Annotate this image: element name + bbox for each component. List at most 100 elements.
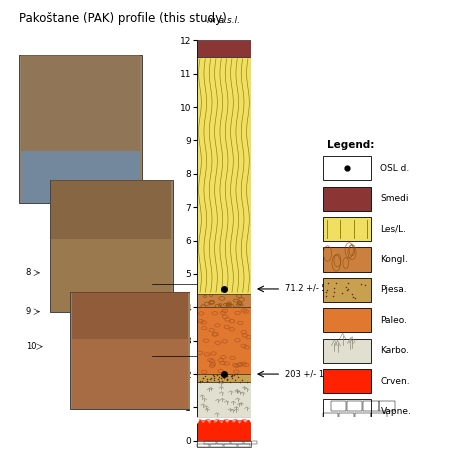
Point [223,376,231,384]
Point [216,373,223,381]
Point [230,371,237,379]
Text: Les/L.: Les/L. [381,225,406,234]
Bar [237,444,250,447]
Bar [19,55,142,203]
Bar [355,413,371,424]
Point [210,376,218,384]
Point [197,378,204,385]
Point [324,279,331,287]
Bar [197,294,251,307]
Bar [363,401,379,411]
Point [330,288,338,296]
Text: Kongl.: Kongl. [381,255,408,264]
Bar [21,55,140,151]
Point [219,373,226,381]
Point [223,375,231,383]
Text: m a.s.l.: m a.s.l. [208,16,240,25]
Text: Paleo.: Paleo. [381,316,408,325]
Point [343,286,351,293]
Point [196,378,204,386]
Bar [197,57,251,294]
Point [228,373,236,380]
Bar [379,401,395,411]
Point [217,371,225,379]
Point [218,374,225,382]
Bar [323,187,371,211]
Point [322,292,330,300]
Bar [347,401,363,411]
Point [348,291,356,298]
Text: 8: 8 [26,268,31,277]
Point [349,293,356,301]
Bar [21,151,140,203]
Bar [197,441,251,447]
Bar [50,180,173,312]
Text: Karbo.: Karbo. [381,346,410,355]
Bar [323,308,371,332]
Bar [72,339,188,409]
Point [227,378,234,386]
Point [228,371,236,379]
Bar [323,278,371,302]
Bar [197,383,251,418]
Bar [323,338,371,363]
Point [203,378,211,385]
Point [351,294,359,302]
Point [236,378,244,385]
Point [330,284,338,292]
Point [220,374,228,381]
Point [227,372,235,380]
Point [333,279,340,287]
Bar [217,441,230,444]
Point [342,283,349,291]
Point [322,289,330,296]
Point [203,377,210,385]
Text: Crven.: Crven. [381,376,410,385]
Bar [224,444,237,447]
Point [216,377,223,384]
Point [214,376,222,383]
Bar [51,180,171,239]
Text: OSL d.: OSL d. [381,164,410,173]
Point [361,282,369,289]
Bar [72,292,188,339]
Bar [197,444,209,447]
Bar [197,374,251,383]
Text: Legend:: Legend: [328,140,375,150]
Bar [197,40,251,57]
Point [357,280,365,288]
Point [209,372,217,379]
Point [223,373,230,380]
Point [234,371,241,378]
Point [223,375,231,383]
Bar [331,401,346,411]
Point [203,375,211,383]
Point [200,374,207,382]
Point [206,375,213,383]
Point [338,289,346,297]
Text: Vapne.: Vapne. [381,407,411,416]
Text: 9: 9 [26,307,31,316]
Point [238,376,246,383]
Bar [323,413,338,424]
Bar [245,441,257,444]
Point [344,285,351,293]
Bar [323,156,371,181]
Text: Pjesa.: Pjesa. [381,285,407,294]
Bar [339,413,355,424]
Bar [323,247,371,272]
Bar [203,441,216,444]
Point [213,371,221,378]
Bar [323,217,371,241]
Point [201,372,209,380]
Bar [210,444,223,447]
Point [243,378,251,385]
Point [210,374,218,381]
Bar [197,418,251,441]
Bar [70,292,190,409]
Point [231,376,239,383]
Bar [323,399,371,424]
Bar [371,413,387,424]
Point [207,374,214,382]
Point [210,373,218,380]
